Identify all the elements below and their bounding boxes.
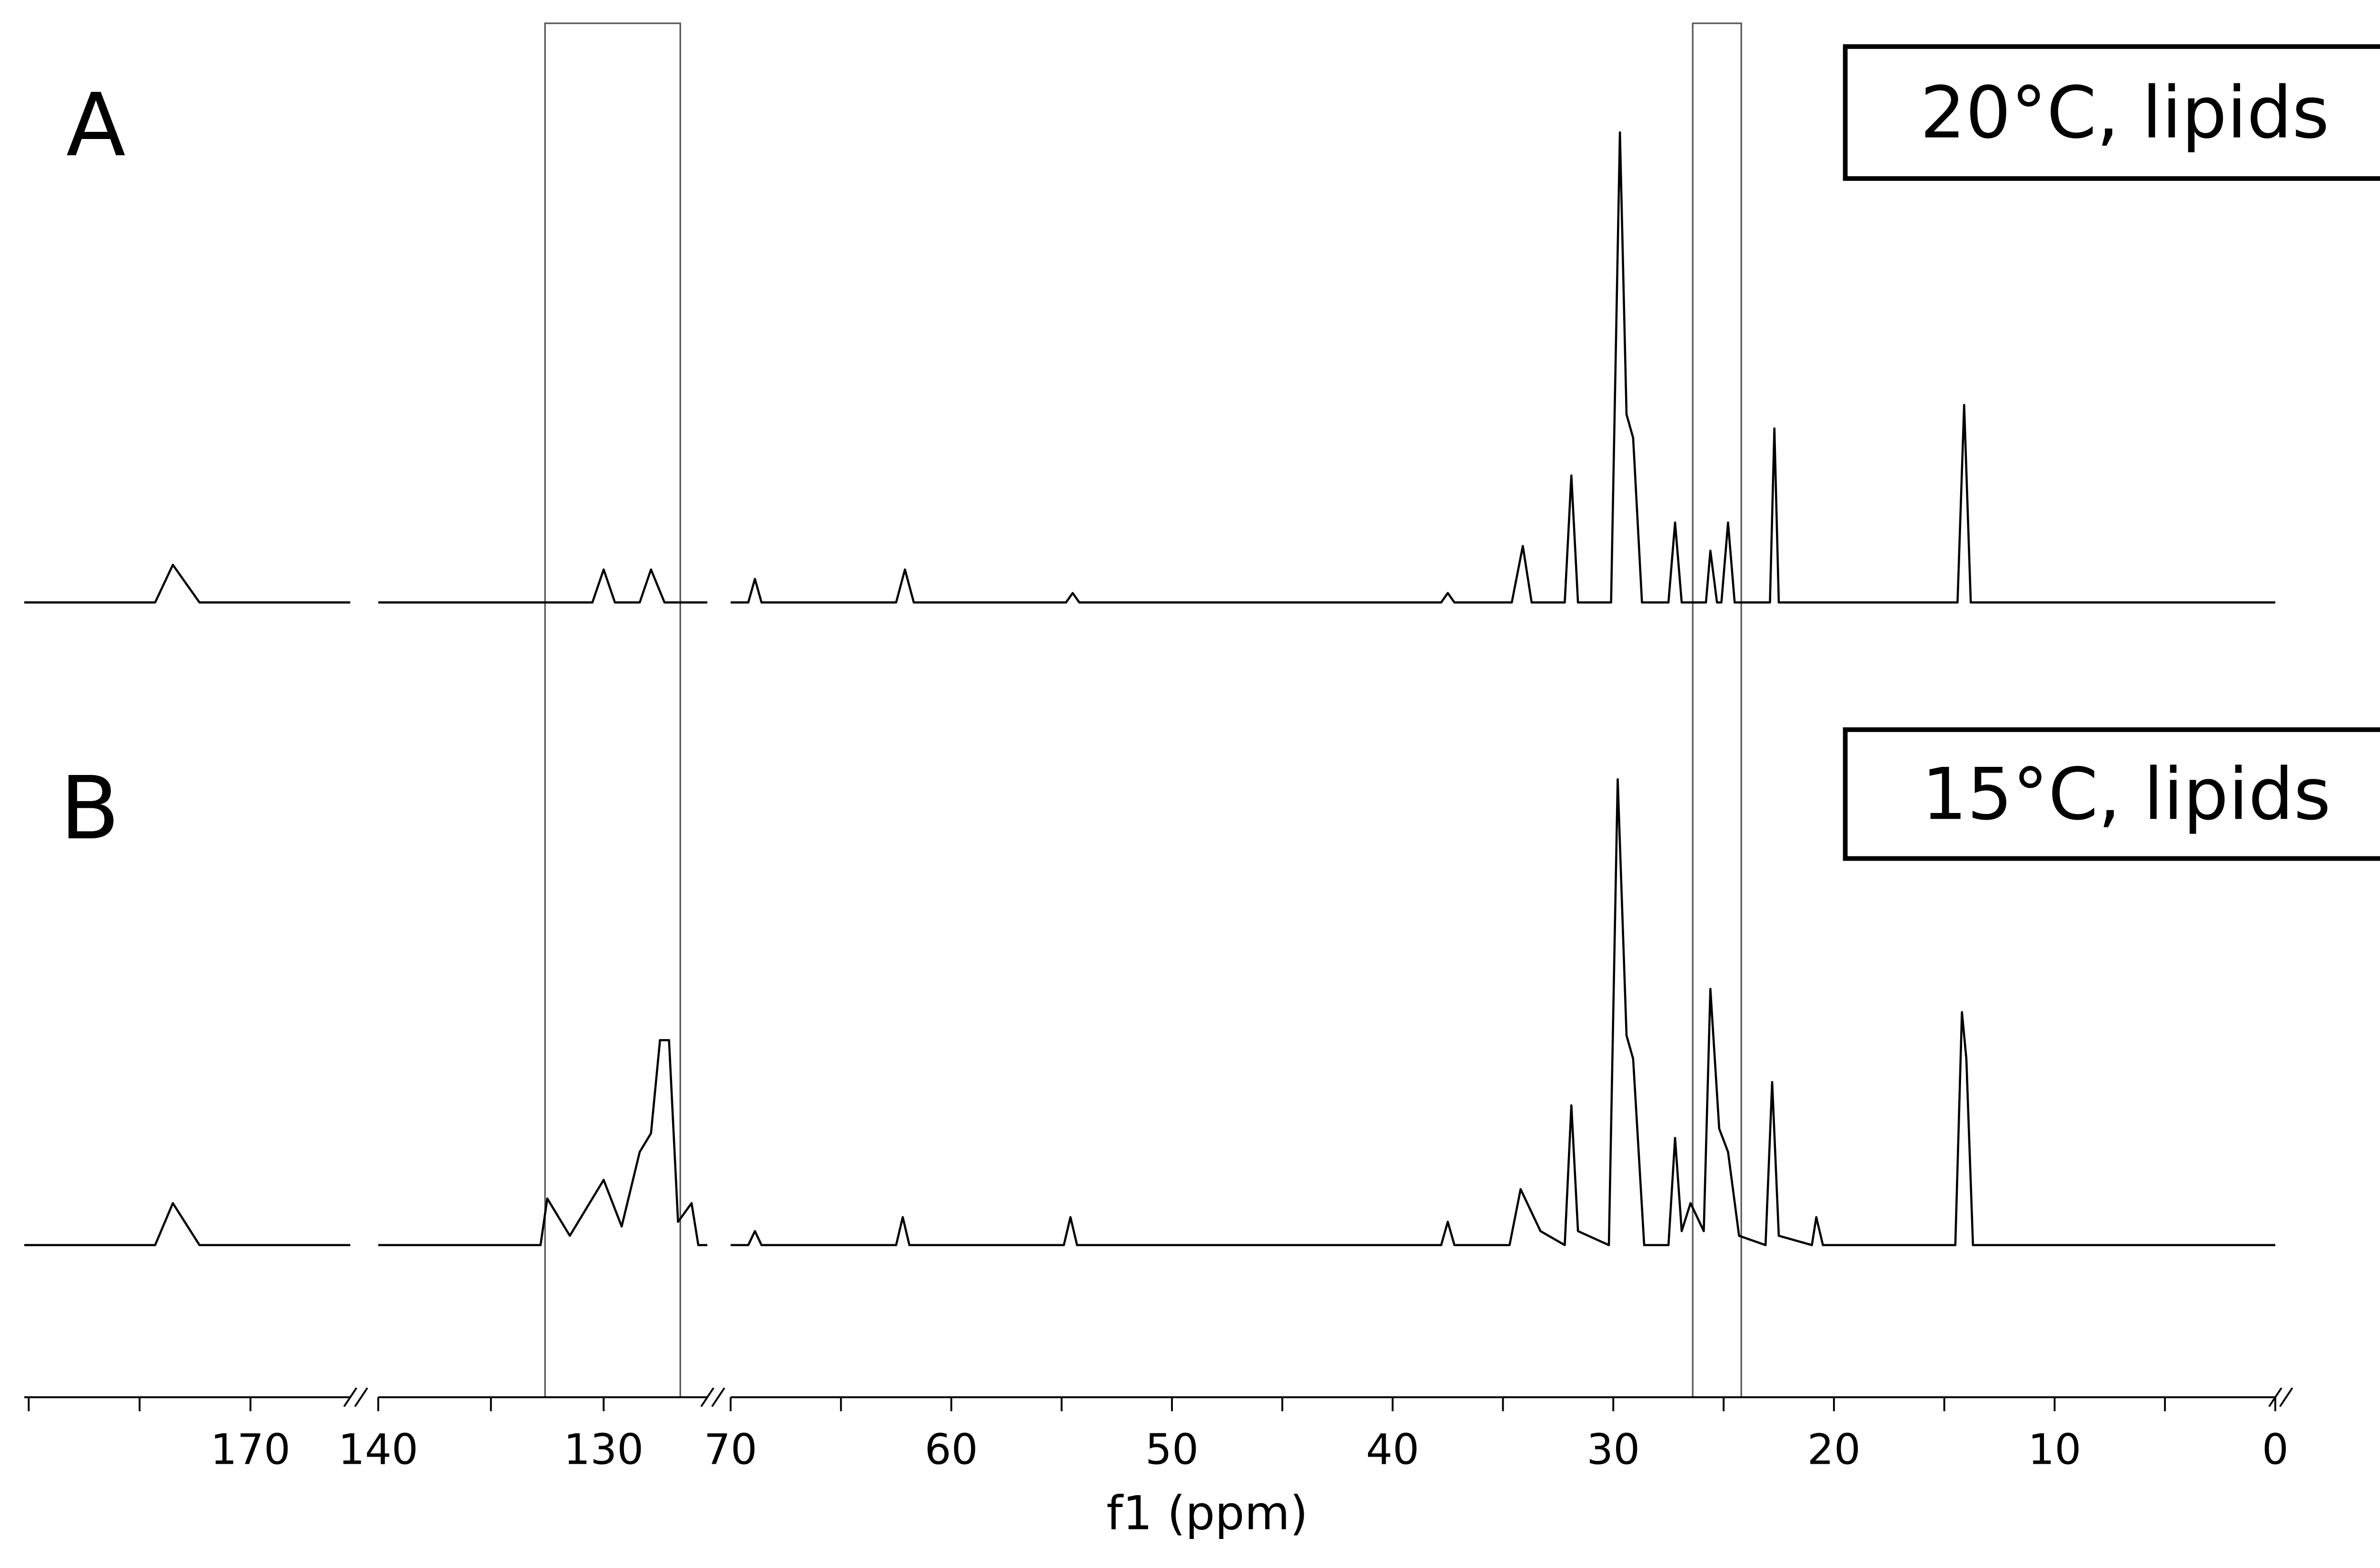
axis-break xyxy=(354,1387,368,1407)
x-tick-label: 50 xyxy=(1145,1425,1199,1474)
x-tick-label: 70 xyxy=(704,1425,757,1474)
spectrum-line xyxy=(24,778,2276,1246)
axis-break xyxy=(711,1387,725,1407)
axis-break xyxy=(700,1387,714,1407)
x-axis-label: f1 (ppm) xyxy=(1106,1486,1308,1540)
legend-box xyxy=(1843,727,2380,861)
spectrum-line xyxy=(24,131,2276,604)
highlight-box xyxy=(544,22,681,1398)
legend-label: 20°C, lipids xyxy=(1920,72,2330,155)
axis-break xyxy=(2279,1387,2293,1407)
x-tick-label: 140 xyxy=(338,1425,418,1474)
x-tick-label: 40 xyxy=(1366,1425,1419,1474)
x-tick-label: 0 xyxy=(2262,1425,2289,1474)
x-tick-label: 60 xyxy=(924,1425,978,1474)
x-tick-label: 10 xyxy=(2028,1425,2081,1474)
x-tick-label: 130 xyxy=(564,1425,644,1474)
legend-box xyxy=(1843,44,2380,181)
axis-break xyxy=(343,1387,357,1407)
panel-label: B xyxy=(60,758,119,859)
x-tick-label: 20 xyxy=(1807,1425,1861,1474)
panel-label: A xyxy=(66,75,126,176)
legend-label: 15°C, lipids xyxy=(1922,753,2331,836)
x-tick-label: 170 xyxy=(210,1425,290,1474)
x-tick-label: 30 xyxy=(1587,1425,1640,1474)
